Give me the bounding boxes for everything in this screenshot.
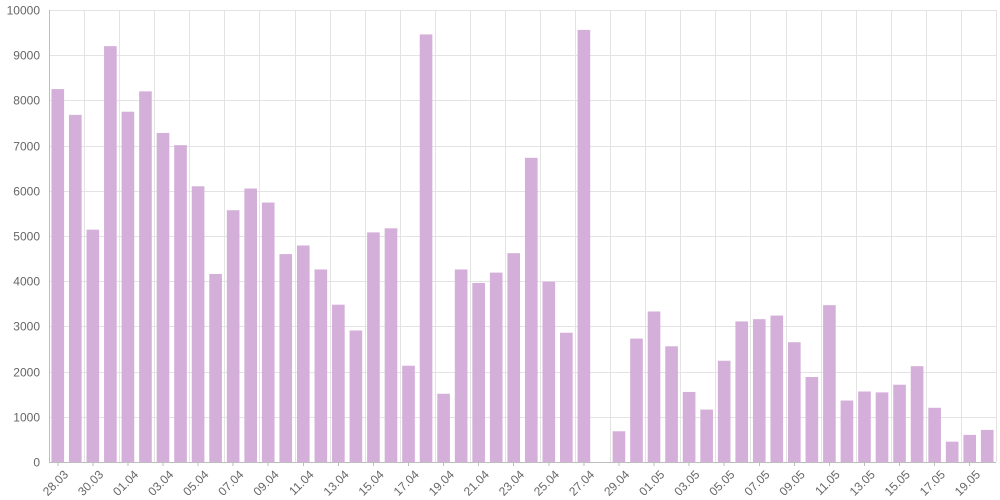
bar-20.05[interactable]: 20.05: 710 [980,429,994,462]
x-tick-label: 21.04 [461,467,492,498]
y-tick-label: 6000 [13,185,40,199]
bar-08.05[interactable]: 08.05: 3240 [770,315,784,462]
bar-22.04[interactable]: 22.04: 4190 [489,272,503,462]
bar-26.04[interactable]: 26.04: 2860 [560,332,573,462]
bar-19.05[interactable]: 19.05: 600 [963,434,977,462]
x-tick-label: 05.05 [706,467,737,498]
y-tick-label: 3000 [13,320,40,334]
bar-24.04[interactable]: 24.04: 6730 [524,157,538,463]
bar-03.04[interactable]: 03.04: 7280 [156,132,170,462]
x-tick-label: 28.03 [40,467,71,498]
x-tick-label: 29.04 [601,467,632,498]
bar-17.05[interactable]: 17.05: 1200 [928,407,941,462]
x-tick-label: 07.05 [741,467,772,498]
y-tick-label: 0 [33,456,40,470]
bar-28.03[interactable]: 28.03: 8250 [51,89,65,462]
bar-14.04[interactable]: 14.04: 2910 [349,330,363,462]
x-tick-label: 23.04 [496,467,527,498]
axes [49,10,996,463]
bar-04.05[interactable]: 04.05: 1160 [700,409,713,462]
x-tick-label: 15.04 [356,467,387,498]
y-tick-label: 5000 [13,230,40,244]
bar-05.04[interactable]: 05.04: 6100 [191,186,205,462]
x-tick-label: 01.04 [110,467,141,498]
bar-06.04[interactable]: 06.04: 4160 [209,273,222,462]
x-tick-label: 19.04 [426,467,457,498]
y-tick-label: 8000 [13,94,40,108]
x-tick-label: 19.05 [952,467,983,498]
bar-30.04[interactable]: 30.04: 2730 [630,338,643,462]
bar-02.04[interactable]: 02.04: 8200 [139,91,152,463]
x-tick-label: 07.04 [215,467,246,498]
bar-16.05[interactable]: 16.05: 2120 [910,366,924,462]
bar-01.05[interactable]: 01.05: 3330 [647,311,661,462]
x-tick-label: 01.05 [636,467,667,498]
bar-13.05[interactable]: 13.05: 1560 [858,391,871,462]
y-tick-label: 1000 [13,411,40,425]
bar-29.03[interactable]: 29.03: 7680 [68,114,82,463]
bar-13.04[interactable]: 13.04: 3480 [332,304,345,462]
bar-12.04[interactable]: 12.04: 4260 [314,269,328,462]
grid [49,10,997,463]
x-tick-label: 27.04 [566,467,597,498]
x-tick-label: 11.05 [812,467,843,498]
y-tick-label: 2000 [13,366,40,380]
bar-05.05[interactable]: 05.05: 2240 [717,360,731,462]
x-tick-label: 03.04 [145,467,176,498]
bar-09.05[interactable]: 09.05: 2650 [788,342,801,462]
bar-04.04[interactable]: 04.04: 7010 [174,145,187,462]
x-tick-label: 15.05 [882,467,913,498]
bar-06.05[interactable]: 06.05: 3110 [735,321,749,462]
bar-19.04[interactable]: 19.04: 1510 [437,393,450,462]
bar-11.05[interactable]: 11.05: 3470 [823,305,836,462]
y-tick-label: 4000 [13,275,40,289]
x-tick-label: 25.04 [531,467,562,498]
bar-18.04[interactable]: 18.04: 9460 [419,34,433,462]
x-tick-label: 11.04 [286,467,317,498]
bar-21.04[interactable]: 21.04: 3960 [472,283,485,462]
bar-15.05[interactable]: 15.05: 1710 [893,384,906,462]
bar-30.03[interactable]: 30.03: 5140 [86,229,100,462]
x-tick-label: 09.04 [250,467,281,498]
x-tick-label: 17.05 [917,467,948,498]
bar-11.04[interactable]: 11.04: 4790 [296,245,310,462]
bar-12.05[interactable]: 12.05: 1360 [840,400,854,462]
bar-15.04[interactable]: 15.04: 5080 [367,232,380,462]
x-tick-label: 17.04 [391,467,422,498]
x-tick-label: 09.05 [777,467,808,498]
bar-08.04[interactable]: 08.04: 6050 [244,188,257,463]
x-tick-label: 30.03 [75,467,106,498]
bar-18.05[interactable]: 18.05: 450 [945,441,959,462]
bar-27.04[interactable]: 27.04: 9560 [577,29,591,462]
y-tick-label: 7000 [13,140,40,154]
y-tick-label: 9000 [13,49,40,63]
bar-07.05[interactable]: 07.05: 3160 [752,319,766,462]
bar-10.05[interactable]: 10.05: 1880 [805,377,819,462]
bar-09.04[interactable]: 09.04: 5740 [261,202,275,463]
bar-20.04[interactable]: 20.04: 4260 [454,269,468,462]
bar-29.04[interactable]: 29.04: 680 [612,431,626,462]
bar-23.04[interactable]: 23.04: 4620 [507,253,521,462]
bar-02.05[interactable]: 02.05: 2560 [665,346,678,462]
bar-31.03[interactable]: 31.03: 9200 [104,46,117,462]
bar-16.04[interactable]: 16.04: 5170 [384,228,398,462]
y-axis-ticks: 0 1000 2000 3000 4000 5000 6000 7000 8000 9000 100… [7,4,41,470]
y-tick-label: 10000 [7,4,41,18]
bar-07.04[interactable]: 07.04: 5570 [226,210,240,462]
bar-14.05[interactable]: 14.05: 1540 [875,392,889,462]
x-axis-ticks: 28.03 30.03 01.04 03.04 05.04 07.04 09.04 11.04… [40,462,983,499]
bars: 28.03: 825029.03: 7680 30.03: 5140 31.03: … [51,29,994,463]
bar-03.05[interactable]: 03.05: 1550 [682,391,696,462]
x-tick-label: 13.05 [847,467,878,498]
x-tick-label: 05.04 [180,467,211,498]
x-tick-label: 03.05 [671,467,702,498]
x-tick-label: 13.04 [321,467,352,498]
bar-17.04[interactable]: 17.04: 2130 [402,365,415,462]
bar-01.04[interactable]: 01.04: 7750 [121,111,135,462]
bar-25.04[interactable]: 25.04: 3990 [542,281,556,462]
bar-10.04[interactable]: 10.04: 4600 [279,254,293,462]
